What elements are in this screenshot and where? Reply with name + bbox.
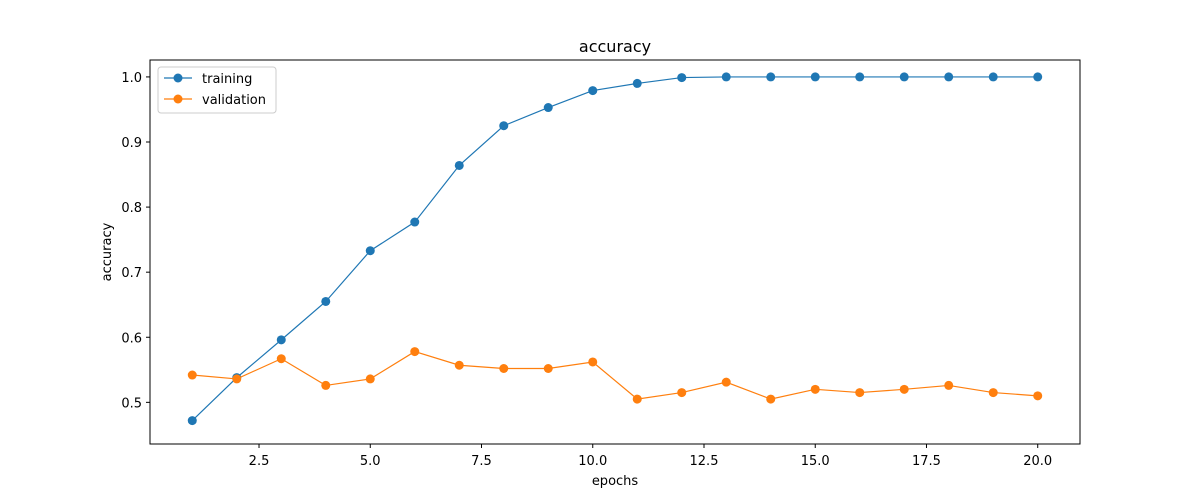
data-point: [677, 388, 687, 398]
x-tick-label: 2.5: [249, 454, 270, 469]
y-axis: 0.5 0.6 0.7 0.8 0.9 1.0: [121, 71, 150, 411]
data-point: [899, 72, 909, 82]
series-line: [192, 350, 1038, 400]
legend-label: validation: [202, 93, 266, 108]
legend: training validation: [157, 66, 277, 114]
data-point: [632, 394, 642, 404]
series-line: [191, 76, 1038, 422]
x-tick-label: 5.0: [360, 454, 381, 469]
y-tick-label: 0.8: [121, 201, 142, 216]
data-point: [988, 388, 998, 398]
x-tick-label: 20.0: [1023, 454, 1052, 469]
data-point: [721, 72, 731, 82]
data-point: [766, 394, 776, 404]
x-axis: 2.5 5.0 7.5 10.0 12.5 15.0 17.5 20.0: [249, 444, 1052, 469]
data-point: [454, 360, 464, 370]
data-point: [187, 416, 197, 426]
data-point: [499, 121, 509, 131]
legend-entry: training: [164, 72, 252, 87]
data-point: [810, 384, 820, 394]
data-point: [1033, 72, 1043, 82]
data-point: [232, 374, 242, 384]
data-point: [276, 354, 286, 364]
data-point: [454, 160, 464, 170]
legend-marker: [173, 94, 183, 104]
data-point: [810, 72, 820, 82]
data-point: [988, 72, 998, 82]
data-point: [187, 370, 197, 380]
data-point: [944, 380, 954, 390]
legend-entry: validation: [164, 93, 266, 108]
data-point: [855, 388, 865, 398]
data-point: [899, 384, 909, 394]
data-point: [721, 377, 731, 387]
y-tick-label: 0.7: [121, 266, 142, 281]
data-point: [766, 72, 776, 82]
series-training: [187, 72, 1043, 426]
x-tick-label: 10.0: [578, 454, 607, 469]
data-point: [365, 246, 375, 256]
y-axis-label: accuracy: [100, 222, 115, 281]
data-point: [543, 103, 553, 113]
data-point: [499, 364, 509, 373]
data-point: [632, 78, 642, 88]
y-tick-label: 0.6: [121, 331, 142, 346]
data-point: [1033, 391, 1043, 401]
data-point: [855, 72, 865, 82]
chart-title: accuracy: [579, 37, 651, 56]
data-point: [321, 296, 331, 306]
data-point: [365, 374, 375, 384]
x-tick-label: 15.0: [801, 454, 830, 469]
data-point: [276, 335, 286, 345]
data-point: [410, 347, 420, 357]
x-tick-label: 7.5: [471, 454, 492, 469]
y-tick-label: 0.5: [121, 396, 142, 411]
y-tick-label: 1.0: [121, 71, 142, 86]
data-point: [543, 364, 553, 373]
y-tick-label: 0.9: [121, 136, 142, 151]
series-validation: [187, 347, 1043, 404]
x-tick-label: 12.5: [690, 454, 719, 469]
legend-marker: [173, 73, 183, 83]
legend-label: training: [202, 72, 252, 87]
data-point: [944, 72, 954, 82]
x-axis-label: epochs: [592, 474, 639, 489]
data-point: [588, 86, 598, 96]
data-point: [677, 73, 687, 83]
x-tick-label: 17.5: [912, 454, 941, 469]
data-point: [321, 380, 331, 390]
data-point: [410, 217, 420, 227]
plot-area: [187, 72, 1043, 426]
data-point: [588, 357, 598, 367]
axes-frame: [149, 59, 1081, 445]
